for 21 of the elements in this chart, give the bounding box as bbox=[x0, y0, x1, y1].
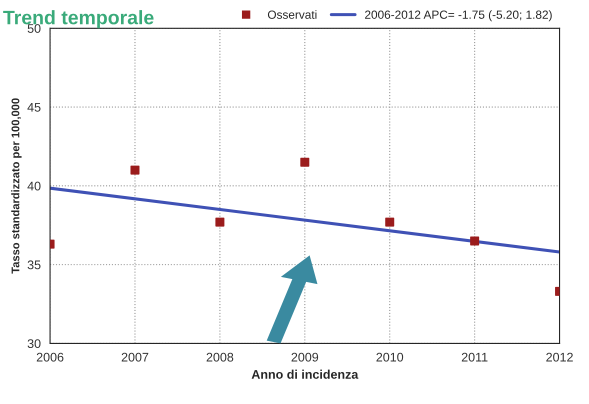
y-tick-label: 45 bbox=[27, 102, 41, 112]
y-tick-label: 50 bbox=[28, 24, 41, 33]
x-tick-label: 2009 bbox=[292, 352, 318, 362]
legend-label: 2006-2012 APC= -1.75 (-5.20; 1.82) bbox=[365, 10, 552, 22]
x-tick-label: 2007 bbox=[122, 352, 148, 362]
x-tick-label: 2008 bbox=[206, 352, 234, 362]
legend-label: Osservati bbox=[268, 10, 316, 19]
x-tick-label: 2011 bbox=[462, 352, 488, 362]
y-axis-title: Tasso standardizzato per 100,000 bbox=[11, 98, 22, 274]
y-tick-label: 40 bbox=[27, 182, 41, 190]
point bbox=[215, 218, 224, 227]
x-tick-label: 2006 bbox=[36, 352, 64, 362]
point bbox=[385, 218, 394, 227]
y-tick-label: 35 bbox=[28, 260, 41, 270]
x-axis-title: Anno di incidenza bbox=[252, 370, 358, 379]
point bbox=[130, 166, 140, 175]
x-tick-label: 2010 bbox=[376, 352, 404, 362]
point bbox=[300, 158, 310, 167]
y-tick-label: 30 bbox=[28, 339, 41, 348]
x-tick-label: 2012 bbox=[546, 352, 573, 362]
point bbox=[470, 236, 480, 246]
